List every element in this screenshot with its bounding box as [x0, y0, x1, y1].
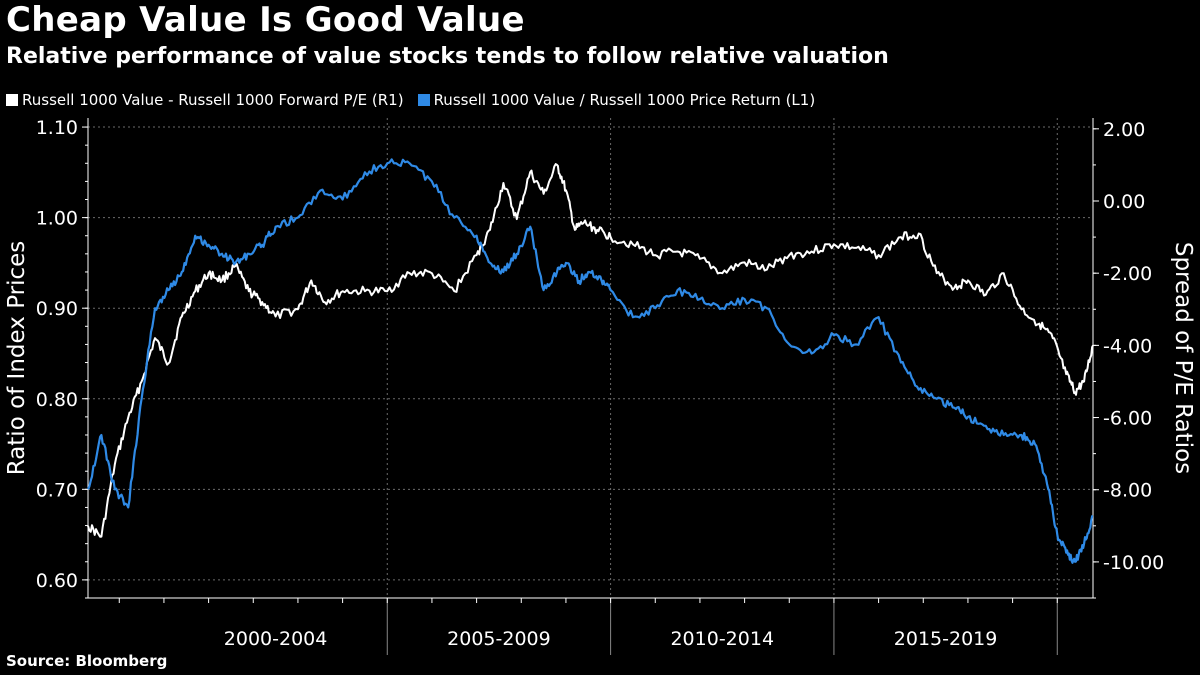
left-tick-label: 0.70	[36, 479, 78, 501]
right-tick-label: -6.00	[1103, 408, 1152, 430]
right-tick-label: 0.00	[1103, 191, 1145, 213]
right-tick-label: 2.00	[1103, 119, 1145, 141]
left-tick-label: 0.90	[36, 298, 78, 320]
chart-title: Cheap Value Is Good Value	[6, 0, 525, 40]
right-tick-label: -4.00	[1103, 335, 1152, 357]
right-tick-label: -8.00	[1103, 480, 1152, 502]
legend-swatch-blue	[417, 94, 430, 106]
legend-label-white: Russell 1000 Value - Russell 1000 Forwar…	[22, 91, 404, 109]
source-note: Source: Bloomberg	[6, 652, 168, 670]
left-axis-title: Ratio of Index Prices	[4, 241, 30, 476]
series-line-pe-spread	[87, 163, 1094, 538]
chart-subtitle: Relative performance of value stocks ten…	[6, 44, 889, 69]
series-line-price-ratio	[87, 158, 1094, 564]
left-tick-label: 1.10	[36, 117, 78, 139]
x-category-label: 2000-2004	[224, 628, 328, 650]
right-axis-title: Spread of P/E Ratios	[1170, 242, 1196, 474]
left-tick-label: 1.00	[36, 208, 78, 230]
legend-item-white: Russell 1000 Value - Russell 1000 Forwar…	[6, 91, 404, 109]
legend: Russell 1000 Value - Russell 1000 Forwar…	[6, 91, 829, 109]
x-category-label: 2015-2019	[894, 628, 998, 650]
x-category-label: 2005-2009	[447, 628, 551, 650]
x-category-label: 2010-2014	[670, 628, 774, 650]
right-tick-label: -10.00	[1103, 552, 1164, 574]
legend-label-blue: Russell 1000 Value / Russell 1000 Price …	[433, 91, 816, 109]
legend-item-blue: Russell 1000 Value / Russell 1000 Price …	[417, 91, 816, 109]
legend-swatch-white	[6, 94, 18, 106]
right-tick-label: -2.00	[1103, 263, 1152, 285]
left-tick-label: 0.60	[36, 570, 78, 592]
left-tick-label: 0.80	[36, 389, 78, 411]
